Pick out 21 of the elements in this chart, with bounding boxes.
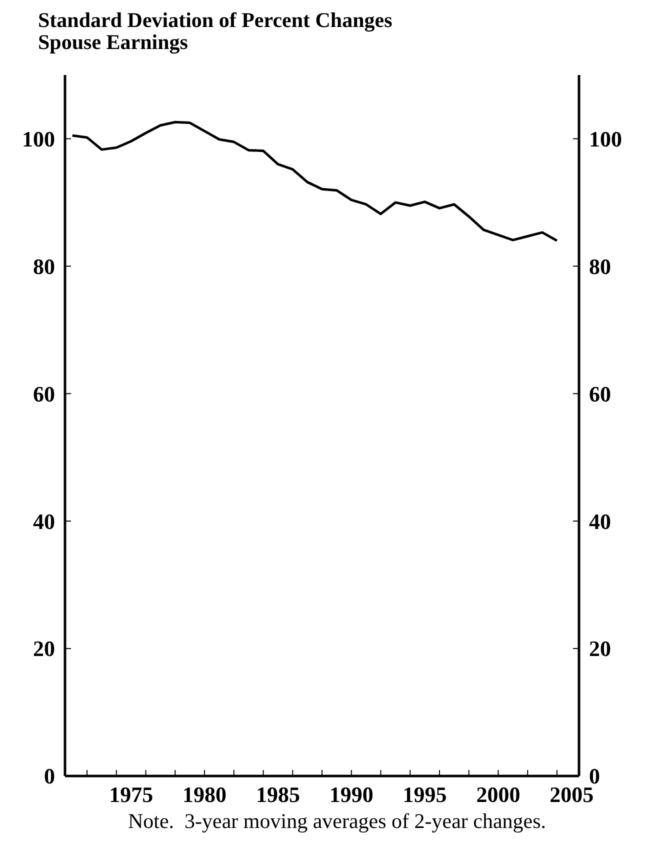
x-tick-label: 1995	[402, 782, 447, 807]
line-series	[71, 120, 558, 242]
x-tick-label: 1975	[109, 782, 154, 807]
x-tick-label: 2000	[476, 782, 520, 807]
y-tick-label: 80	[33, 254, 55, 279]
chart-subtitle: Spouse Earnings	[38, 30, 188, 54]
y-tick-label: 20	[33, 636, 55, 662]
chart-title: Standard Deviation of Percent Changes	[38, 8, 392, 32]
y-tick-label: 0	[44, 764, 55, 789]
y2-tick-label: 80	[589, 254, 611, 279]
y-tick-label: 60	[33, 381, 55, 406]
x-tick-label: 1980	[182, 782, 227, 807]
y2-tick-label: 100	[589, 126, 622, 152]
y2-tick-label: 40	[589, 508, 611, 534]
y-tick-label: 100	[22, 126, 55, 152]
x-tick-label: 1990	[329, 782, 374, 807]
y2-tick-label: 60	[589, 381, 611, 406]
y2-tick-label: 20	[589, 636, 611, 662]
text: Note. 3-year moving averages of 2-year changes.	[128, 809, 546, 833]
x-tick-label: 1985	[256, 782, 300, 807]
y-tick-label: 40	[33, 508, 55, 534]
